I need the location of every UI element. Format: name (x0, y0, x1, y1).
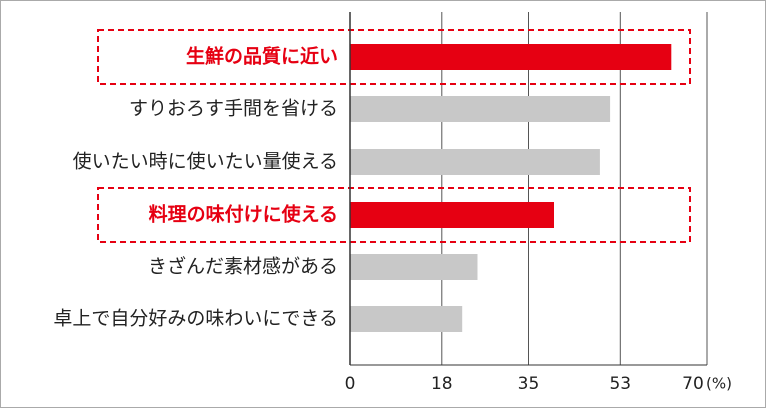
x-tick-label: 35 (518, 374, 540, 394)
highlight-box (97, 187, 691, 243)
bar (350, 306, 463, 332)
y-tick-label: 使いたい時に使いたい量使える (73, 151, 338, 173)
y-tick-label: すりおろす手間を省ける (129, 98, 338, 120)
y-tick-label: きざんだ素材感がある (148, 255, 338, 278)
y-tick-label: 卓上で自分好みの味わいにできる (53, 308, 338, 330)
bar (350, 96, 611, 122)
highlight-box (97, 29, 691, 85)
bar (350, 44, 672, 70)
bar (350, 149, 600, 175)
bar (350, 254, 478, 280)
x-tick-label: 18 (431, 374, 453, 394)
x-tick-label: 0 (345, 374, 356, 394)
bar (350, 202, 554, 228)
unit-label: (%) (706, 375, 732, 393)
x-tick-label: 70 (682, 374, 704, 394)
y-tick-label: 生鮮の品質に近い (186, 45, 338, 68)
x-tick-label: 53 (609, 374, 631, 394)
y-tick-label: 料理の味付けに使える (149, 203, 338, 226)
